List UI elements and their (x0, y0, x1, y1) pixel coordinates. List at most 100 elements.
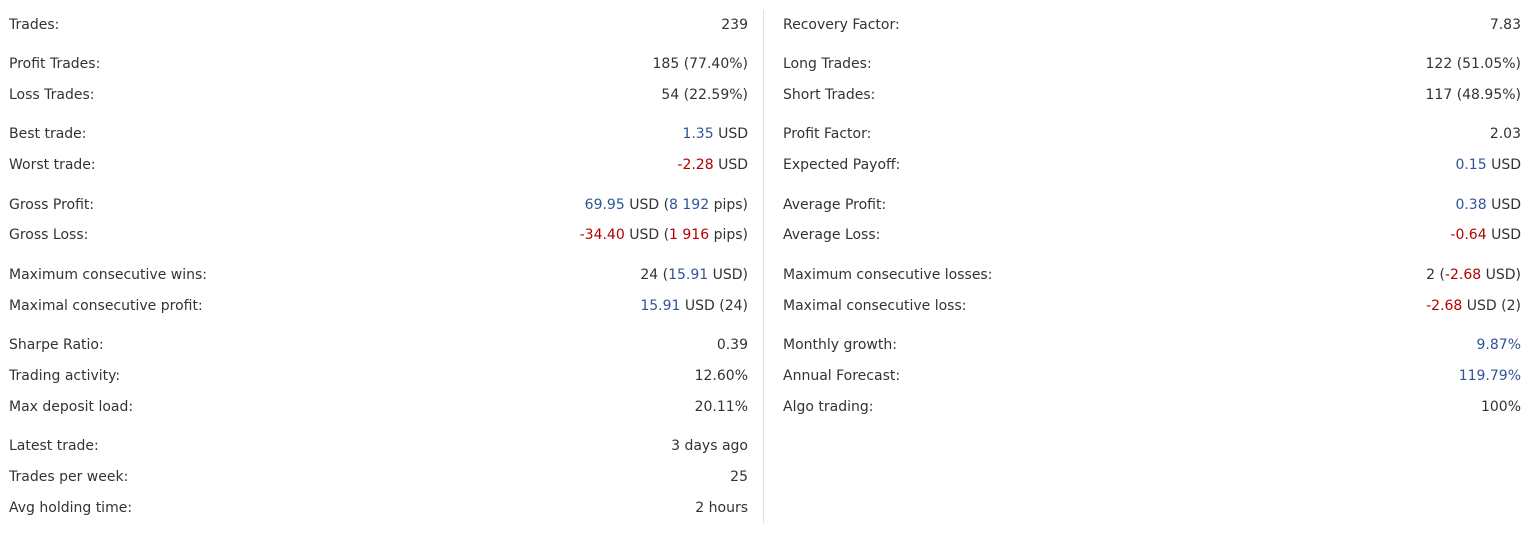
stat-label: Latest trade: (9, 438, 99, 454)
stat-value: 12.60% (695, 366, 748, 386)
stat-row-profit-trades: Profit Trades: 185 (77.40%) (9, 54, 748, 74)
stat-row-trades-per-week: Trades per week: 25 (9, 467, 748, 487)
stat-value-part: pips) (709, 197, 748, 213)
stat-value-part: 20.11% (694, 399, 748, 415)
stat-value-part: 25 (730, 469, 748, 485)
stats-panel-right: Recovery Factor: 7.83 Long Trades: 122 (51.… (764, 0, 1531, 541)
stat-value: 7.83 (1490, 15, 1521, 35)
stat-label: Average Profit: (783, 197, 887, 213)
stat-label: Best trade: (9, 126, 87, 142)
stat-value-part: USD (1486, 227, 1521, 243)
stat-value: 0.38 USD (1455, 195, 1521, 215)
stat-value-part: 100% (1480, 399, 1521, 415)
stat-value-part: 185 (77.40%) (652, 56, 748, 72)
stat-row-best-trade: Best trade: 1.35 USD (9, 124, 748, 144)
stat-row-maximal-consecutive-profit: Maximal consecutive profit: 15.91 USD (24… (9, 296, 748, 316)
stat-value: 15.91 USD (24) (640, 296, 748, 316)
stat-value-part: 119.79% (1458, 368, 1521, 384)
stat-value: 100% (1481, 397, 1521, 417)
stat-row-expected-payoff: Expected Payoff: 0.15 USD (783, 155, 1521, 175)
stat-value: 0.15 USD (1455, 155, 1521, 175)
stat-row-latest-trade: Latest trade: 3 days ago (9, 436, 748, 456)
stat-value-part: USD (2) (1462, 298, 1521, 314)
stat-value-part: -2.68 (1444, 267, 1482, 283)
stat-row-algo-trading: Algo trading: 100% (783, 397, 1521, 417)
stat-label: Trades per week: (9, 469, 129, 485)
stat-value-part: 2 hours (695, 500, 748, 516)
stat-value: -0.64 USD (1450, 225, 1521, 245)
stat-value-part: 7.83 (1489, 17, 1521, 33)
stat-row-gross-loss: Gross Loss: -34.40 USD (1 916 pips) (9, 225, 748, 245)
stat-label: Annual Forecast: (783, 368, 901, 384)
stat-value-part: -34.40 (579, 227, 625, 243)
stat-label: Sharpe Ratio: (9, 337, 104, 353)
stat-label: Maximum consecutive wins: (9, 267, 207, 283)
stat-value-part: 69.95 (584, 197, 625, 213)
stat-value: 54 (22.59%) (661, 85, 748, 105)
stat-label: Trades: (9, 17, 60, 33)
stat-row-profit-factor: Profit Factor: 2.03 (783, 124, 1521, 144)
stat-value-part: 2.03 (1489, 126, 1521, 142)
stat-label: Short Trades: (783, 87, 876, 103)
stat-value-part: USD ( (624, 227, 670, 243)
stat-value: 239 (721, 15, 748, 35)
stat-row-sharpe-ratio: Sharpe Ratio: 0.39 (9, 335, 748, 355)
stat-label: Average Loss: (783, 227, 881, 243)
stat-label: Maximum consecutive losses: (783, 267, 993, 283)
stat-value-part: 15.91 (668, 267, 709, 283)
stat-value: 69.95 USD (8 192 pips) (585, 195, 748, 215)
stat-label: Max deposit load: (9, 399, 134, 415)
stat-value: 0.39 (717, 335, 748, 355)
stat-row-average-profit: Average Profit: 0.38 USD (783, 195, 1521, 215)
stat-row-trades: Trades: 239 (9, 15, 748, 35)
stat-label: Maximal consecutive loss: (783, 298, 967, 314)
stat-row-maximal-consecutive-loss: Maximal consecutive loss: -2.68 USD (2) (783, 296, 1521, 316)
stat-row-long-trades: Long Trades: 122 (51.05%) (783, 54, 1521, 74)
stat-label: Long Trades: (783, 56, 872, 72)
stat-value: 20.11% (695, 397, 748, 417)
stat-value: 185 (77.40%) (653, 54, 748, 74)
stat-value: 1.35 USD (682, 124, 748, 144)
stat-value: 122 (51.05%) (1426, 54, 1521, 74)
column-divider (763, 10, 764, 523)
stat-row-annual-forecast: Annual Forecast: 119.79% (783, 366, 1521, 386)
stat-value-part: 0.15 (1455, 157, 1487, 173)
stat-value-part: 0.38 (1455, 197, 1487, 213)
stat-value-part: 117 (48.95%) (1425, 87, 1521, 103)
stat-value-part: 239 (721, 17, 748, 33)
stat-label: Gross Loss: (9, 227, 89, 243)
stat-value-part: 1 916 (669, 227, 710, 243)
stat-value-part: USD (24) (680, 298, 748, 314)
stat-value-part: 2 ( (1426, 267, 1445, 283)
stat-label: Expected Payoff: (783, 157, 901, 173)
stat-label: Maximal consecutive profit: (9, 298, 203, 314)
stat-value-part: -0.64 (1450, 227, 1487, 243)
stat-row-avg-holding-time: Avg holding time: 2 hours (9, 498, 748, 518)
stat-value-part: 122 (51.05%) (1425, 56, 1521, 72)
stat-value-part: -2.28 (677, 157, 714, 173)
stat-row-gross-profit: Gross Profit: 69.95 USD (8 192 pips) (9, 195, 748, 215)
stat-value-part: USD (1486, 197, 1521, 213)
stat-row-worst-trade: Worst trade: -2.28 USD (9, 155, 748, 175)
stat-value-part: USD ( (624, 197, 670, 213)
stat-value-part: USD (713, 157, 748, 173)
stat-label: Avg holding time: (9, 500, 133, 516)
stat-value: 2 (-2.68 USD) (1426, 265, 1521, 285)
stat-value-part: USD) (708, 267, 748, 283)
stat-value: 117 (48.95%) (1426, 85, 1521, 105)
stat-value-part: 1.35 (682, 126, 714, 142)
stat-value-part: -2.68 (1426, 298, 1463, 314)
stat-value-part: 24 ( (640, 267, 669, 283)
stat-value-part: 12.60% (694, 368, 748, 384)
stat-value-part: USD (713, 126, 748, 142)
stat-value-part: USD (1486, 157, 1521, 173)
stat-value-part: USD) (1481, 267, 1521, 283)
stat-value-part: 0.39 (716, 337, 748, 353)
stat-label: Worst trade: (9, 157, 96, 173)
stat-value-part: 15.91 (640, 298, 681, 314)
stat-value: -34.40 USD (1 916 pips) (580, 225, 748, 245)
stat-label: Profit Factor: (783, 126, 872, 142)
stat-row-maximum-consecutive-losses: Maximum consecutive losses: 2 (-2.68 USD) (783, 265, 1521, 285)
stat-value: 24 (15.91 USD) (640, 265, 748, 285)
stat-value: 119.79% (1459, 366, 1521, 386)
